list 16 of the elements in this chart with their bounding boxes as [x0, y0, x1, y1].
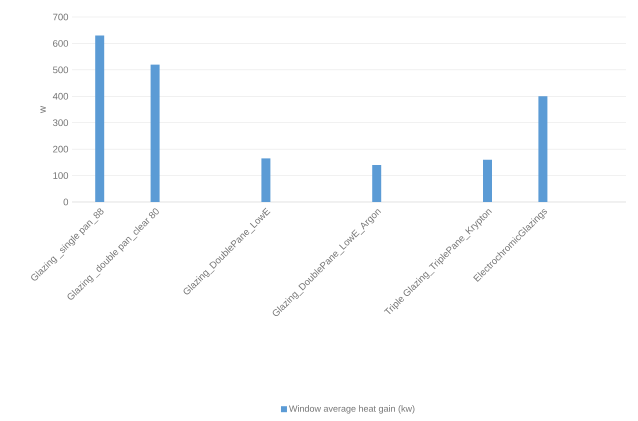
bar: [261, 158, 270, 202]
bar: [95, 36, 104, 202]
bar: [538, 96, 548, 202]
y-tick-label: 600: [53, 40, 68, 47]
y-tick-label: 700: [53, 14, 68, 20]
y-tick-label: 500: [52, 66, 68, 74]
y-tick-label: 200: [53, 146, 68, 153]
bar: [150, 64, 160, 202]
y-tick-label: 100: [53, 172, 68, 179]
y-tick-label: 0: [64, 198, 68, 206]
bar: [483, 160, 492, 202]
y-axis-title: w: [40, 106, 46, 114]
y-tick-label: 400: [52, 92, 68, 100]
bar: [372, 165, 382, 202]
legend-label: Window average heat gain (kw): [289, 405, 414, 414]
y-tick-label: 300: [52, 119, 68, 126]
